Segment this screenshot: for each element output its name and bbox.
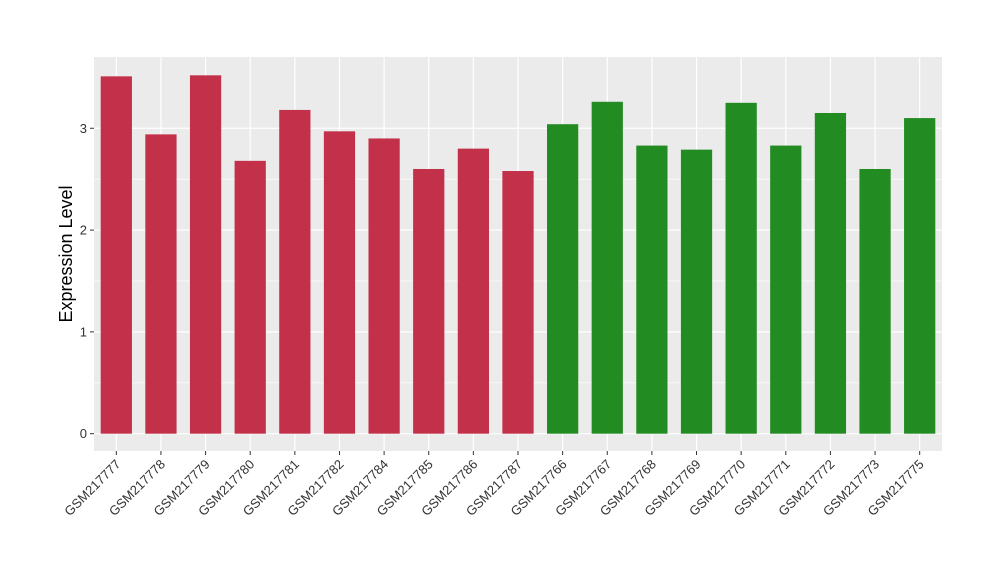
- bars: [100, 75, 936, 434]
- bar-GSM217782: [323, 131, 356, 434]
- bar-GSM217767: [591, 101, 623, 434]
- bar-GSM217771: [770, 145, 802, 434]
- y-tick-label: 3: [80, 121, 87, 136]
- bar-GSM217780: [234, 160, 266, 434]
- bar-GSM217770: [725, 102, 757, 434]
- x-axis: GSM217777GSM217778GSM217779GSM217780GSM2…: [61, 451, 927, 519]
- bar-GSM217777: [100, 76, 132, 434]
- bar-GSM217785: [413, 168, 445, 434]
- bar-GSM217769: [680, 149, 713, 434]
- y-tick-label: 2: [80, 223, 87, 238]
- y-tick-label: 0: [80, 426, 87, 441]
- bar-GSM217768: [636, 145, 668, 434]
- bar-GSM217778: [145, 134, 177, 434]
- bar-GSM217786: [457, 148, 489, 434]
- y-tick-label: 1: [80, 324, 87, 339]
- bar-GSM217787: [502, 171, 534, 434]
- bar-GSM217773: [859, 168, 891, 434]
- bar-GSM217781: [279, 109, 311, 434]
- bar-GSM217766: [547, 124, 579, 434]
- bar-GSM217775: [904, 118, 936, 434]
- bar-GSM217779: [189, 75, 222, 434]
- y-axis-title: Expression Level: [56, 185, 76, 322]
- bar-GSM217784: [368, 138, 400, 434]
- bar-GSM217772: [814, 112, 847, 434]
- y-axis: 0 1 2 3: [80, 121, 94, 441]
